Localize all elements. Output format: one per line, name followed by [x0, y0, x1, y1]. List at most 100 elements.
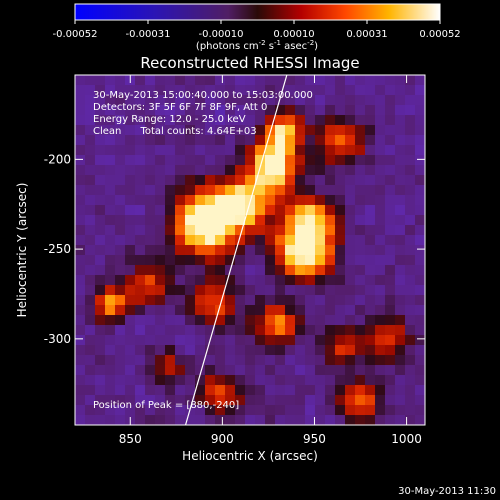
heatmap-cell [75, 395, 86, 406]
heatmap-cell [335, 415, 346, 425]
heatmap-cell [255, 345, 266, 356]
heatmap-cell [345, 285, 356, 296]
heatmap-cell [275, 275, 286, 286]
heatmap-cell [95, 265, 106, 276]
heatmap-cell [415, 375, 425, 386]
heatmap-cell [95, 405, 106, 416]
heatmap-cell [105, 115, 116, 126]
heatmap-cell [395, 335, 406, 346]
heatmap-cell [85, 295, 96, 306]
heatmap-cell [135, 285, 146, 296]
heatmap-cell [175, 185, 186, 196]
heatmap-cell [265, 135, 276, 146]
heatmap-cell [95, 385, 106, 396]
heatmap-cell [365, 305, 376, 316]
heatmap-cell [385, 105, 396, 116]
heatmap-cell [365, 295, 376, 306]
heatmap-cell [365, 85, 376, 96]
heatmap-cell [375, 215, 386, 226]
heatmap-cell [405, 285, 416, 296]
heatmap-cell [125, 385, 136, 396]
heatmap-cell [75, 215, 86, 226]
heatmap-cell [225, 225, 236, 236]
heatmap-cell [365, 175, 376, 186]
heatmap-cell [415, 325, 425, 336]
heatmap-cell [175, 155, 186, 166]
heatmap-cell [245, 265, 256, 276]
heatmap-cell [345, 345, 356, 356]
heatmap-cell [145, 405, 156, 416]
heatmap-cell [175, 85, 186, 96]
heatmap-cell [155, 385, 166, 396]
heatmap-cell [285, 95, 296, 106]
heatmap-cell [135, 175, 146, 186]
heatmap-cell [145, 135, 156, 146]
heatmap-cell [295, 395, 306, 406]
heatmap-cell [345, 155, 356, 166]
heatmap-cell [155, 355, 166, 366]
heatmap-cell [165, 75, 176, 86]
heatmap-cell [105, 365, 116, 376]
heatmap-cell [325, 245, 336, 256]
heatmap-cell [235, 395, 246, 406]
heatmap-cell [315, 135, 326, 146]
heatmap-cell [225, 185, 236, 196]
heatmap-cell [195, 395, 206, 406]
heatmap-cell [75, 105, 86, 116]
heatmap-cell [185, 385, 196, 396]
heatmap-cell [375, 255, 386, 266]
heatmap-cell [75, 285, 86, 296]
heatmap-cell [165, 385, 176, 396]
heatmap-cell [85, 415, 96, 425]
heatmap-cell [255, 175, 266, 186]
heatmap-cell [235, 115, 246, 126]
heatmap-cell [75, 275, 86, 286]
heatmap-cell [275, 145, 286, 156]
heatmap-cell [295, 225, 306, 236]
heatmap-cell [125, 315, 136, 326]
heatmap-cell [255, 285, 266, 296]
heatmap-cell [325, 155, 336, 166]
heatmap-cell [105, 285, 116, 296]
heatmap-cell [325, 255, 336, 266]
heatmap-cell [195, 275, 206, 286]
heatmap-cell [135, 235, 146, 246]
heatmap-cell [245, 415, 256, 425]
heatmap-cell [155, 325, 166, 336]
heatmap-cell [405, 275, 416, 286]
heatmap-cell [125, 305, 136, 316]
heatmap-cell [385, 135, 396, 146]
heatmap-cell [195, 115, 206, 126]
heatmap-cell [225, 165, 236, 176]
heatmap-cell [235, 325, 246, 336]
heatmap-cell [165, 215, 176, 226]
heatmap-cell [185, 235, 196, 246]
heatmap-cell [405, 195, 416, 206]
heatmap-cell [415, 145, 425, 156]
solar-limb-line [184, 75, 288, 425]
heatmap-cell [295, 265, 306, 276]
heatmap-cell [335, 195, 346, 206]
heatmap-cell [225, 75, 236, 86]
heatmap-cell [115, 195, 126, 206]
heatmap-cell [285, 335, 296, 346]
heatmap-cell [415, 355, 425, 366]
heatmap-cell [335, 165, 346, 176]
heatmap-cell [145, 155, 156, 166]
heatmap-cell [85, 165, 96, 176]
heatmap-cell [365, 385, 376, 396]
heatmap-cell [175, 115, 186, 126]
heatmap-cell [355, 205, 366, 216]
heatmap-cell [235, 365, 246, 376]
heatmap-cell [375, 415, 386, 425]
heatmap-cell [165, 135, 176, 146]
heatmap-cell [275, 215, 286, 226]
heatmap-cell [405, 185, 416, 196]
heatmap-cell [305, 355, 316, 366]
heatmap-cell [135, 165, 146, 176]
heatmap-cell [225, 105, 236, 116]
heatmap-cell [275, 345, 286, 356]
heatmap-cell [305, 295, 316, 306]
heatmap-cell [225, 85, 236, 96]
heatmap-cell [375, 165, 386, 176]
